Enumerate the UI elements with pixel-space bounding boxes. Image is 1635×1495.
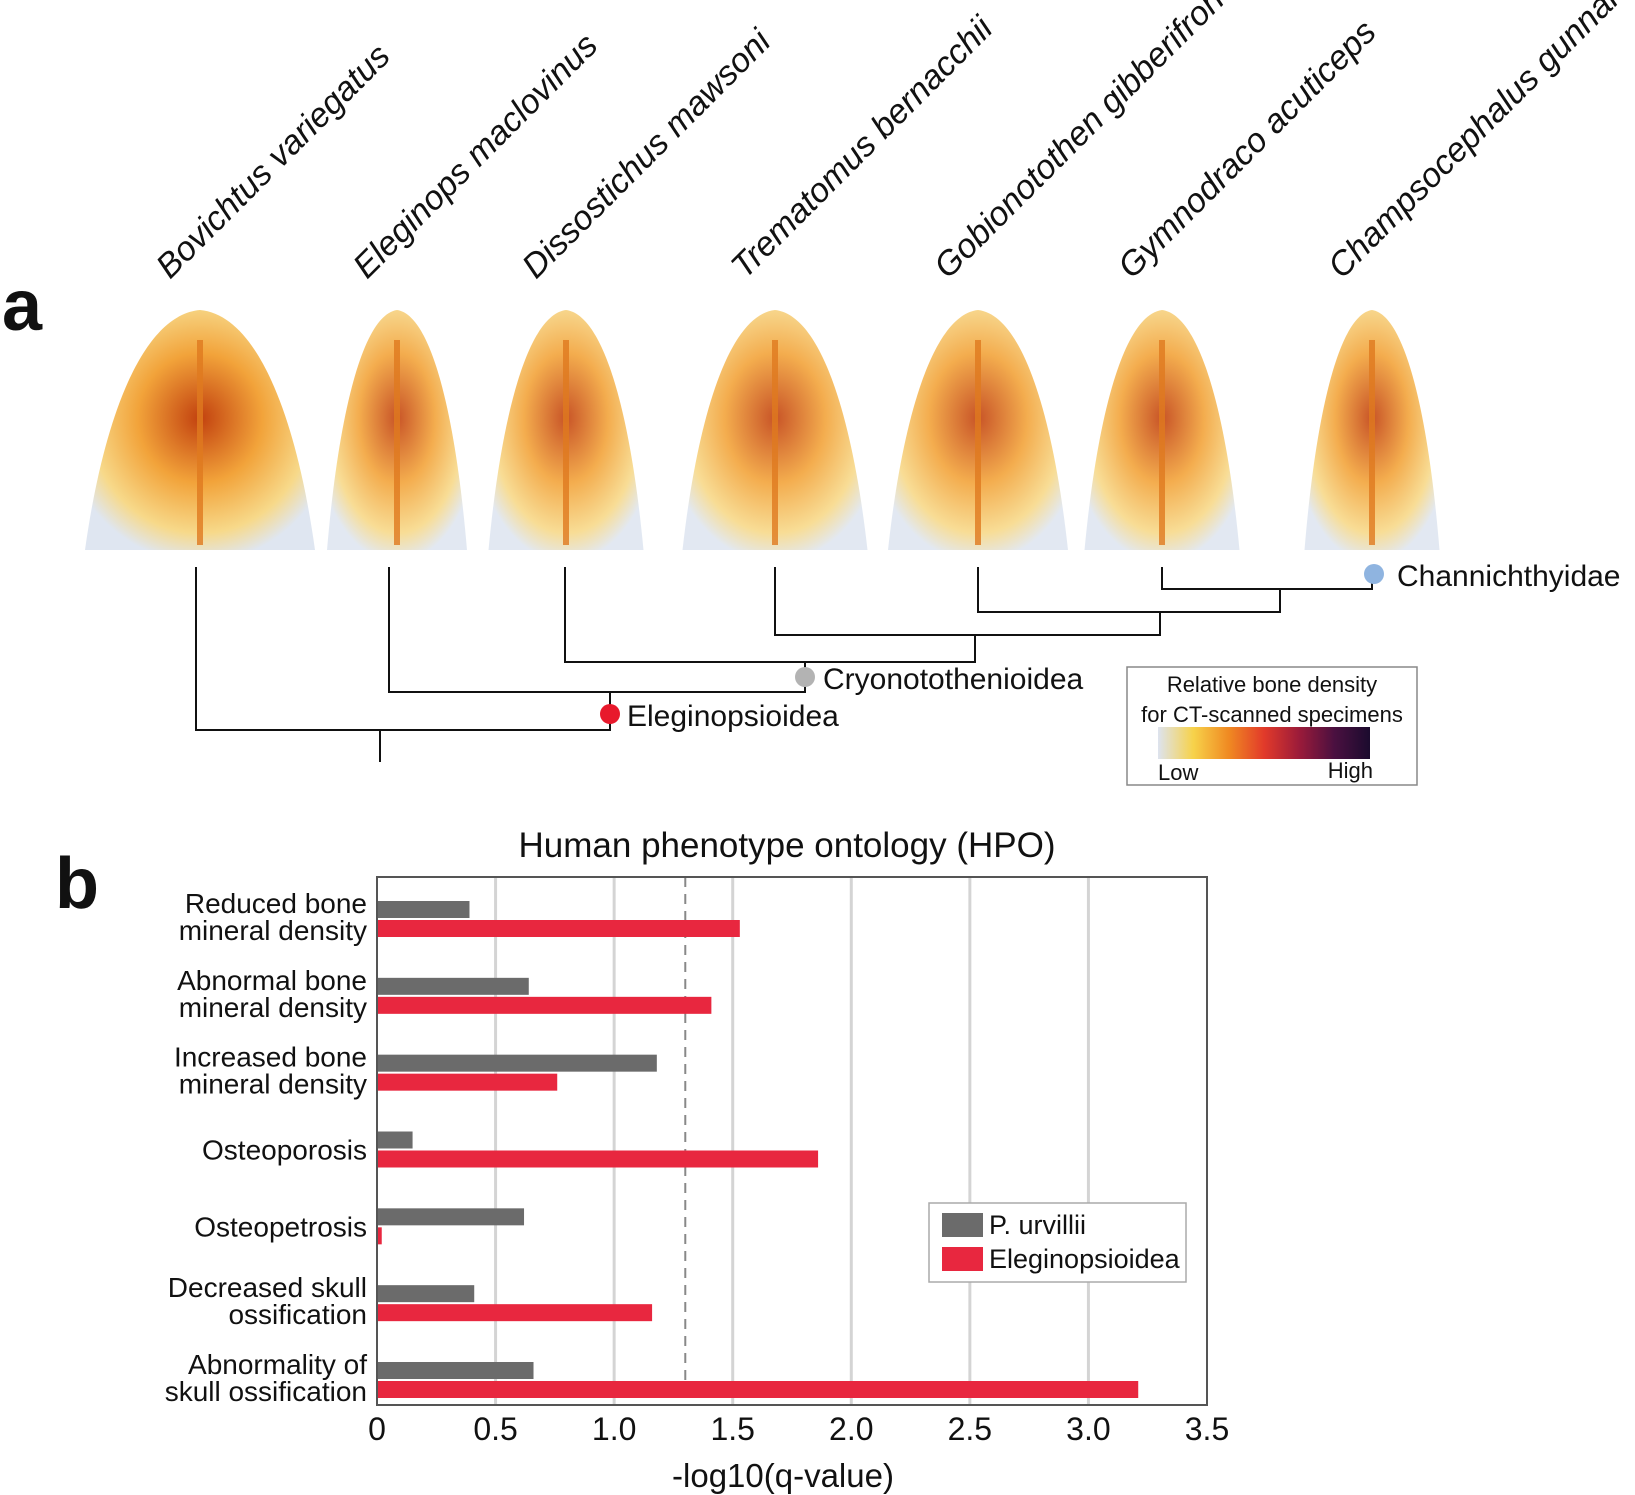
category-label: ossification <box>228 1299 367 1330</box>
category-label: Decreased skull <box>168 1272 367 1303</box>
bar-eleginopsioidea <box>378 1150 819 1168</box>
x-axis-label: -log10(q-value) <box>672 1457 894 1494</box>
x-tick-label: 1.5 <box>710 1411 754 1447</box>
bar-eleginopsioidea <box>378 1227 382 1245</box>
skull-images <box>85 310 1440 550</box>
channichthyidae-label: Channichthyidae <box>1397 560 1621 593</box>
category-label: Osteopetrosis <box>194 1211 367 1242</box>
panel-b-label: b <box>55 844 99 924</box>
category-label: Osteoporosis <box>202 1135 367 1166</box>
bar-eleginopsioidea <box>378 1381 1139 1398</box>
legend-label-eleginopsioidea: Eleginopsioidea <box>989 1244 1181 1274</box>
bar-p-urvillii <box>378 977 529 995</box>
legend-swatch-eleginopsioidea <box>942 1247 983 1271</box>
x-tick-label: 1.0 <box>592 1411 636 1447</box>
bar-p-urvillii <box>378 1362 534 1379</box>
category-label: skull ossification <box>165 1376 367 1407</box>
x-tick-label: 0.5 <box>473 1411 517 1447</box>
legend: P. urvillii Eleginopsioidea <box>928 1202 1187 1283</box>
eleginopsioidea-label: Eleginopsioidea <box>627 700 839 733</box>
density-colorbar: Relative bone density for CT-scanned spe… <box>1126 666 1418 786</box>
colorbar-gradient <box>1158 727 1370 759</box>
channichthyidae-node <box>1364 564 1384 584</box>
bar-p-urvillii <box>378 901 470 918</box>
x-tick-label: 2.5 <box>948 1411 992 1447</box>
x-tick-label: 2.0 <box>829 1411 873 1447</box>
plot-frame <box>376 876 1208 1406</box>
x-tick-label: 3.5 <box>1185 1411 1229 1447</box>
bar-eleginopsioidea <box>378 920 740 937</box>
x-tick-label: 0 <box>368 1411 386 1447</box>
colorbar-low-label: Low <box>1158 760 1198 785</box>
x-tick-label: 3.0 <box>1066 1411 1110 1447</box>
category-label: mineral density <box>179 1069 367 1100</box>
category-label: mineral density <box>179 992 367 1023</box>
bar-p-urvillii <box>378 1208 525 1226</box>
eleginopsioidea-node <box>600 704 620 724</box>
bar-eleginopsioidea <box>378 1304 653 1322</box>
x-tick-labels: 0 0.5 1.0 1.5 2.0 2.5 3.0 3.5 <box>368 1411 1229 1447</box>
colorbar-title-line1: Relative bone density <box>1167 672 1377 697</box>
category-label: mineral density <box>179 915 367 946</box>
category-label: Reduced bone <box>185 888 367 919</box>
bar-p-urvillii <box>378 1131 413 1149</box>
panel-a-label: a <box>2 266 43 346</box>
category-label: Abnormality of <box>188 1349 367 1380</box>
bar-eleginopsioidea <box>378 1073 558 1091</box>
colorbar-high-label: High <box>1328 758 1373 783</box>
bar-p-urvillii <box>378 1285 475 1303</box>
chart-title: Human phenotype ontology (HPO) <box>519 826 1056 865</box>
category-label: Increased bone <box>174 1042 367 1073</box>
bar-p-urvillii <box>378 1054 657 1072</box>
bar-eleginopsioidea <box>378 996 712 1014</box>
cryonototheniioidea-label: Cryonotothenioidea <box>823 663 1084 696</box>
cryonototheniioidea-node <box>795 667 815 687</box>
bars <box>378 901 1139 1398</box>
category-label: Abnormal bone <box>177 965 367 996</box>
legend-swatch-p-urvillii <box>942 1213 983 1237</box>
grid-lines <box>494 877 1090 1405</box>
legend-label-p-urvillii: P. urvillii <box>989 1210 1086 1240</box>
colorbar-title-line2: for CT-scanned specimens <box>1141 702 1403 727</box>
